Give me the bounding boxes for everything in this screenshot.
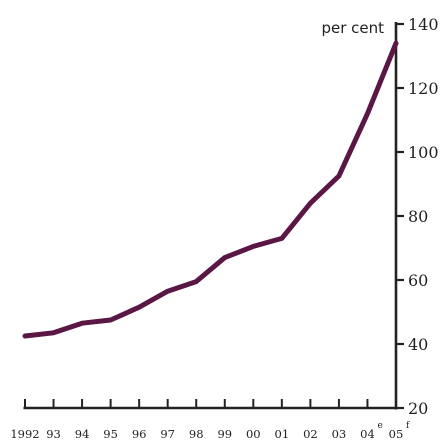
x-tick-label: 99: [217, 427, 232, 439]
y-tick-label: 120: [408, 79, 439, 98]
y-tick-label: 80: [408, 207, 428, 226]
x-tick-label: 94: [75, 427, 90, 439]
y-tick-label: 100: [408, 143, 439, 162]
x-tick-label: 97: [160, 427, 175, 439]
y-tick-label: 40: [408, 335, 428, 354]
x-tick-label: 00: [246, 427, 261, 439]
y-tick-label: 140: [408, 15, 439, 34]
y-tick-label: 20: [408, 399, 428, 418]
y-axis-unit-label: per cent: [321, 19, 384, 37]
y-tick-label: 60: [408, 271, 428, 290]
x-tick-superscript: e: [377, 421, 382, 431]
x-tick-label: 98: [189, 427, 204, 439]
x-tick-label: 1992: [10, 427, 39, 439]
x-tick-label: 03: [332, 427, 347, 439]
x-tick-label: 05: [389, 427, 404, 439]
x-tick-label: 04: [360, 427, 375, 439]
x-tick-label: 95: [103, 427, 118, 439]
x-tick-superscript: f: [406, 421, 410, 431]
x-tick-label: 93: [46, 427, 61, 439]
x-tick-label: 02: [303, 427, 318, 439]
series-line: [22, 40, 399, 339]
x-tick-label: 96: [132, 427, 147, 439]
x-tick-label: 01: [275, 427, 290, 439]
